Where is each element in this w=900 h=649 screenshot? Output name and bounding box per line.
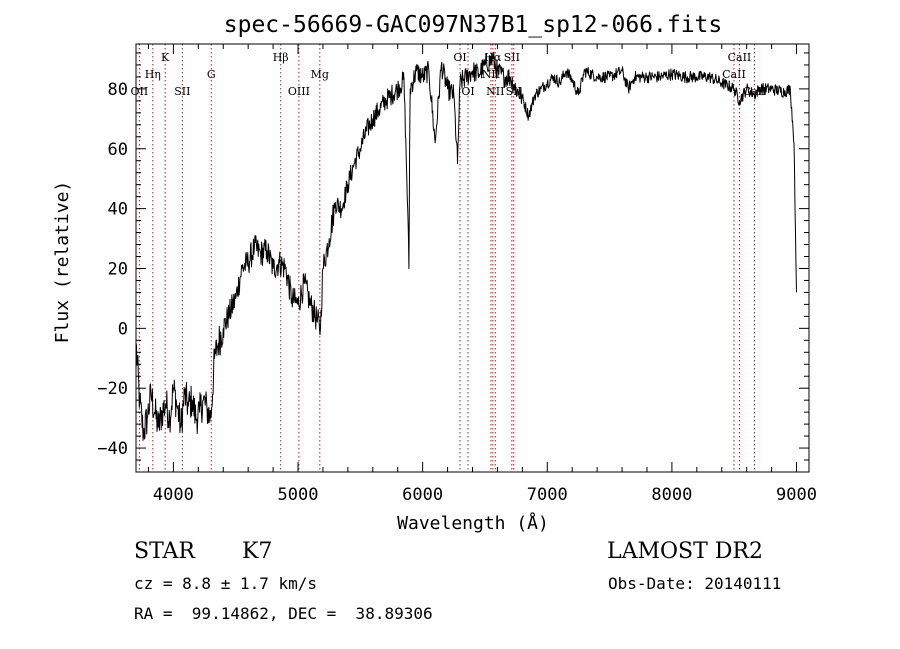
y-tick-label-4: 40 bbox=[108, 200, 128, 220]
survey-name: LAMOST DR2 bbox=[607, 539, 763, 564]
x-axis-label: Wavelength (Å) bbox=[397, 512, 549, 534]
line-marker-label-14: SII bbox=[506, 85, 522, 98]
line-marker-label-16: CaII bbox=[728, 51, 752, 64]
y-tick-label-1: −20 bbox=[97, 379, 128, 399]
x-tick-label-0: 4000 bbox=[153, 485, 194, 505]
line-marker-label-0: OII bbox=[131, 85, 149, 98]
x-tick-label-2: 6000 bbox=[402, 485, 443, 505]
line-marker-label-15: CaII bbox=[722, 68, 746, 81]
y-tick-label-5: 60 bbox=[108, 140, 128, 160]
y-tick-label-3: 20 bbox=[108, 259, 128, 279]
axes: 4000 5000 6000 7000 8000 9000 −40 −20 0 20 40 60 80 bbox=[97, 44, 817, 505]
x-tick-label-5: 9000 bbox=[776, 485, 817, 505]
line-marker-label-1: Hη bbox=[145, 68, 161, 81]
coordinates: RA = 99.14862, DEC = 38.89306 bbox=[134, 604, 433, 623]
object-subclass: K7 bbox=[242, 539, 273, 564]
x-tick-label-3: 7000 bbox=[527, 485, 568, 505]
line-marker-label-6: OIII bbox=[288, 85, 310, 98]
y-tick-label-6: 80 bbox=[108, 80, 128, 100]
spectrum-plot bbox=[135, 51, 797, 441]
line-marker-label-7: Mg bbox=[311, 68, 329, 81]
y-axis-label: Flux (relative) bbox=[52, 181, 73, 344]
emission-line-markers: OIIHηKSIIGHβOIIIMgOIOINIIHαNIISIISIICaII… bbox=[131, 44, 766, 472]
line-marker-label-8: OI bbox=[453, 51, 466, 64]
redshift-velocity: cz = 8.8 ± 1.7 km/s bbox=[134, 574, 318, 593]
y-tick-label-0: −40 bbox=[97, 439, 128, 459]
line-marker-label-5: Hβ bbox=[273, 51, 289, 64]
chart-title: spec-56669-GAC097N37B1_sp12-066.fits bbox=[224, 12, 723, 38]
line-marker-label-9: OI bbox=[461, 85, 474, 98]
observation-date: Obs-Date: 20140111 bbox=[608, 574, 782, 593]
line-marker-label-12: NII bbox=[486, 85, 504, 98]
spectrum-chart: spec-56669-GAC097N37B1_sp12-066.fits OII… bbox=[52, 12, 817, 534]
object-class: STAR bbox=[134, 539, 195, 564]
line-marker-label-2: K bbox=[161, 51, 170, 64]
x-tick-label-4: 8000 bbox=[651, 485, 692, 505]
line-marker-label-4: G bbox=[207, 68, 216, 81]
spectrum-line bbox=[135, 51, 797, 441]
x-tick-label-1: 5000 bbox=[278, 485, 319, 505]
line-marker-label-13: SII bbox=[504, 51, 520, 64]
line-marker-label-3: SII bbox=[174, 85, 190, 98]
plot-frame bbox=[135, 43, 810, 473]
y-tick-label-2: 0 bbox=[118, 319, 128, 339]
